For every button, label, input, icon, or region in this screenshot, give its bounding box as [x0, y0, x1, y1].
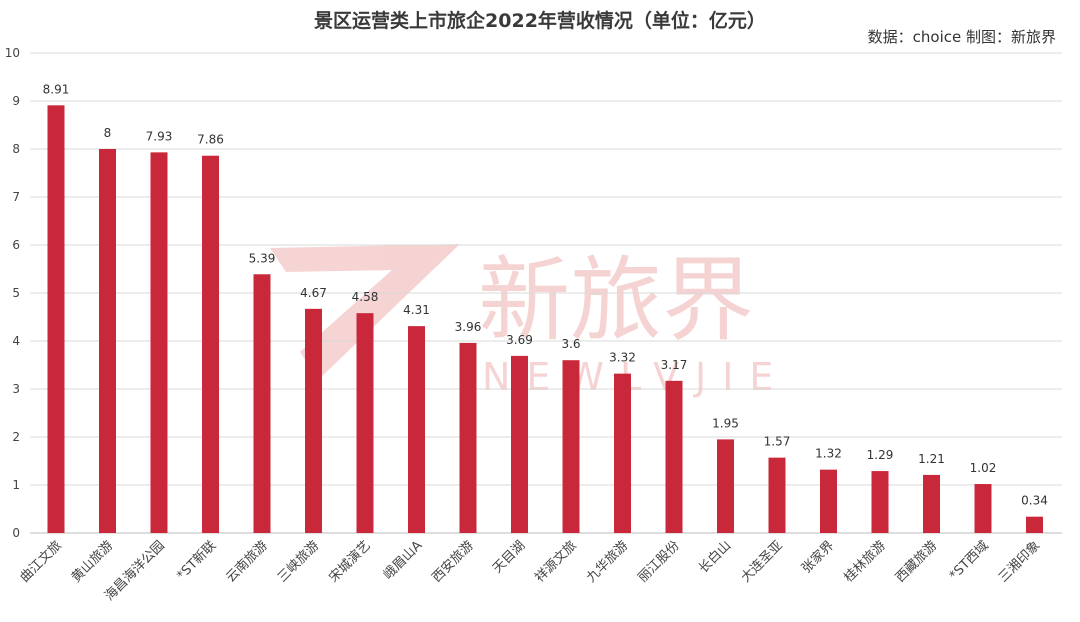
bar	[459, 342, 477, 533]
value-label: 4.31	[403, 303, 430, 317]
value-label: 4.58	[352, 290, 379, 304]
category-label: 峨眉山A	[381, 538, 426, 583]
bar	[923, 474, 940, 533]
category-label: 天目湖	[490, 538, 528, 576]
gridlines: 0 1 2 3 4 5 6 7 8 9 10	[5, 46, 1062, 540]
bar	[974, 484, 992, 533]
value-label: 3.69	[506, 333, 533, 347]
bar	[562, 360, 580, 533]
bars: 8.91曲江文旅8黄山旅游7.93海昌海洋公园7.86*ST新联5.39云南旅游…	[17, 82, 1047, 604]
watermark-brand: 新旅界	[478, 247, 754, 354]
y-tick-label: 3	[12, 382, 20, 396]
bar	[253, 274, 271, 533]
y-tick-label: 8	[12, 142, 20, 156]
y-tick-label: 4	[12, 334, 20, 348]
category-label: 大连圣亚	[738, 538, 786, 586]
bar	[305, 308, 322, 533]
bar	[356, 313, 374, 533]
value-label: 5.39	[249, 251, 276, 265]
bar	[202, 155, 219, 533]
value-label: 1.29	[867, 448, 894, 462]
value-label: 3.32	[609, 351, 636, 365]
value-label: 3.17	[661, 358, 688, 372]
value-label: 3.6	[561, 337, 580, 351]
bar	[768, 457, 786, 533]
bar	[511, 355, 528, 533]
category-label: 长白山	[695, 538, 734, 577]
bar	[1026, 516, 1043, 533]
category-label: 三湘印象	[996, 538, 1043, 585]
chart-title: 景区运营类上市旅企2022年营收情况（单位：亿元）	[314, 10, 766, 32]
y-tick-label: 10	[5, 46, 20, 60]
y-tick-label: 2	[12, 430, 20, 444]
bar	[408, 326, 425, 533]
category-label: 九华旅游	[584, 538, 631, 585]
value-label: 1.02	[970, 461, 997, 475]
category-label: 桂林旅游	[841, 538, 888, 585]
category-label: *ST西域	[947, 538, 992, 583]
value-label: 1.32	[815, 447, 842, 461]
category-label: 宋城演艺	[326, 538, 374, 586]
value-label: 1.95	[712, 416, 739, 430]
bar	[614, 373, 631, 533]
category-label: 黄山旅游	[69, 538, 116, 585]
category-label: 云南旅游	[223, 538, 271, 586]
category-label: 西安旅游	[429, 538, 476, 585]
value-label: 4.67	[300, 286, 327, 300]
category-label: 张家界	[798, 538, 837, 577]
value-label: 7.93	[146, 129, 173, 143]
category-label: 三峡旅游	[275, 538, 322, 585]
y-tick-label: 7	[12, 190, 20, 204]
category-label: 丽江股份	[635, 538, 682, 585]
bar	[47, 105, 65, 533]
bar	[150, 152, 168, 534]
value-label: 3.96	[455, 320, 482, 334]
y-tick-label: 5	[12, 286, 20, 300]
bar	[717, 439, 734, 533]
value-label: 7.86	[197, 133, 224, 147]
y-tick-label: 6	[12, 238, 20, 252]
category-label: *ST新联	[174, 538, 220, 584]
y-tick-label: 0	[12, 526, 20, 540]
category-label: 西藏旅游	[893, 538, 940, 585]
y-tick-label: 1	[12, 478, 20, 492]
value-label: 8	[104, 126, 112, 140]
y-tick-label: 9	[12, 94, 20, 108]
category-label: 曲江文旅	[17, 538, 64, 585]
source-note: 数据：choice 制图：新旅界	[867, 28, 1056, 46]
bar	[665, 380, 683, 533]
bar	[871, 471, 889, 533]
watermark-logo: 新旅界 NEWLVJIE	[270, 244, 773, 399]
category-label: 祥源文旅	[532, 538, 579, 585]
value-label: 8.91	[43, 82, 70, 96]
value-label: 0.34	[1021, 494, 1048, 508]
bar	[820, 469, 837, 533]
value-label: 1.21	[918, 452, 945, 466]
value-label: 1.57	[764, 435, 791, 449]
bar	[99, 149, 116, 533]
